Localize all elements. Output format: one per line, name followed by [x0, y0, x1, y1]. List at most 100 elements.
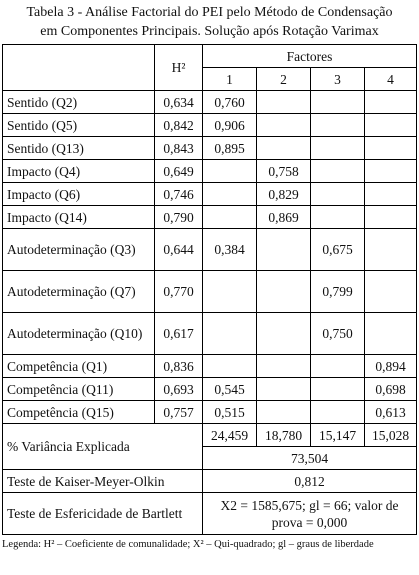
- table-row: Teste de Esfericidade de Bartlett X2 = 15…: [2, 492, 418, 535]
- loading-cell: [310, 90, 365, 114]
- row-label: Competência (Q15): [2, 400, 155, 424]
- loading-cell: [256, 136, 311, 160]
- header-factors: Factores: [201, 44, 418, 68]
- table-row: Autodeterminação (Q3) 0,644 0,384 0,675: [2, 228, 418, 271]
- variance-label: % Variância Explicada: [2, 423, 203, 470]
- loading-cell: [363, 113, 418, 137]
- loading-cell: 0,799: [310, 270, 365, 313]
- row-label: Competência (Q1): [2, 354, 155, 378]
- table-row: Sentido (Q13) 0,843 0,895: [2, 136, 418, 160]
- header-factor: 3: [310, 67, 365, 91]
- loading-cell: [256, 270, 311, 313]
- row-label: Sentido (Q5): [2, 113, 155, 137]
- title: Tabela 3 - Análise Factorial do PEI pelo…: [0, 0, 419, 41]
- table-row: Competência (Q1) 0,836 0,894: [2, 354, 418, 378]
- loading-cell: 0,760: [202, 90, 257, 114]
- loading-cell: [310, 205, 365, 229]
- variance-cell: 18,780: [256, 423, 311, 447]
- loading-cell: 0,545: [202, 377, 257, 401]
- loading-cell: 0,515: [202, 400, 257, 424]
- corner-cell: [2, 44, 155, 91]
- loading-cell: [202, 159, 257, 183]
- legend: Legenda: H² – Coeficiente de comunalidad…: [2, 539, 374, 550]
- loading-cell: [363, 159, 418, 183]
- loading-cell: [310, 113, 365, 137]
- h2-cell: 0,746: [154, 182, 203, 206]
- h2-cell: 0,649: [154, 159, 203, 183]
- loading-cell: [256, 354, 311, 378]
- loading-cell: [363, 228, 418, 271]
- table-row: Competência (Q11) 0,693 0,545 0,698: [2, 377, 418, 401]
- loading-cell: [310, 182, 365, 206]
- loading-cell: [256, 90, 311, 114]
- row-label: Impacto (Q4): [2, 159, 155, 183]
- row-label: Sentido (Q13): [2, 136, 155, 160]
- table: H² Factores 1 2 3 4 Sentido (Q2) 0,634 0,760 Sent…: [2, 44, 418, 535]
- loading-cell: 0,869: [256, 205, 311, 229]
- bartlett-value: X2 = 1585,675; gl = 66; valor de prova =…: [201, 492, 418, 535]
- loading-cell: 0,895: [202, 136, 257, 160]
- table-row: Teste de Kaiser-Meyer-Olkin 0,812: [2, 469, 418, 493]
- loading-cell: 0,894: [363, 354, 418, 378]
- loading-cell: [202, 205, 257, 229]
- table-row: 73,504: [3, 446, 418, 470]
- row-label: Sentido (Q2): [2, 90, 155, 114]
- header-factor: 2: [256, 67, 311, 91]
- loading-cell: [202, 312, 257, 355]
- loading-cell: 0,758: [256, 159, 311, 183]
- loading-cell: [363, 90, 418, 114]
- table-row: Sentido (Q2) 0,634 0,760: [2, 90, 418, 114]
- loading-cell: [363, 312, 418, 355]
- loading-cell: [310, 159, 365, 183]
- h2-cell: 0,836: [154, 354, 203, 378]
- kmo-value: 0,812: [201, 469, 418, 493]
- loading-cell: [310, 136, 365, 160]
- loading-cell: 0,750: [310, 312, 365, 355]
- h2-cell: 0,644: [154, 228, 203, 271]
- loading-cell: [363, 136, 418, 160]
- table-row: Autodeterminação (Q10) 0,617 0,750: [2, 312, 418, 355]
- header-h2: H²: [154, 44, 203, 91]
- header-factor: 4: [363, 67, 418, 91]
- row-label: Competência (Q11): [2, 377, 155, 401]
- variance-cell: 15,028: [363, 423, 418, 447]
- loading-cell: 0,613: [363, 400, 418, 424]
- loading-cell: [202, 354, 257, 378]
- h2-cell: 0,770: [154, 270, 203, 313]
- row-label: Impacto (Q6): [2, 182, 155, 206]
- h2-cell: 0,843: [154, 136, 203, 160]
- table-row: Autodeterminação (Q7) 0,770 0,799: [2, 270, 418, 313]
- loading-cell: [363, 182, 418, 206]
- table-row: Impacto (Q6) 0,746 0,829: [2, 182, 418, 206]
- loading-cell: [363, 205, 418, 229]
- h2-cell: 0,842: [154, 113, 203, 137]
- table-row: H² Factores: [2, 44, 418, 91]
- kmo-label: Teste de Kaiser-Meyer-Olkin: [2, 469, 203, 493]
- loading-cell: 0,384: [202, 228, 257, 271]
- loading-cell: [256, 377, 311, 401]
- loading-cell: 0,675: [310, 228, 365, 271]
- table-row: Impacto (Q4) 0,649 0,758: [2, 159, 418, 183]
- table-row: % Variância Explicada 24,459 18,780 15,147 1…: [2, 423, 418, 470]
- title-line: em Componentes Principais. Solução após …: [40, 24, 379, 39]
- row-label: Autodeterminação (Q3): [2, 228, 155, 271]
- loading-cell: [202, 270, 257, 313]
- h2-cell: 0,617: [154, 312, 203, 355]
- variance-cell: 24,459: [202, 423, 257, 447]
- variance-total: 73,504: [201, 446, 418, 470]
- h2-cell: 0,757: [154, 400, 203, 424]
- variance-cell: 15,147: [310, 423, 365, 447]
- title-line: Tabela 3 - Análise Factorial do PEI pelo…: [26, 5, 393, 20]
- loading-cell: 0,829: [256, 182, 311, 206]
- loading-cell: 0,906: [202, 113, 257, 137]
- h2-cell: 0,790: [154, 205, 203, 229]
- table-row: Impacto (Q14) 0,790 0,869: [2, 205, 418, 229]
- table-row: Sentido (Q5) 0,842 0,906: [2, 113, 418, 137]
- loading-cell: [256, 113, 311, 137]
- loading-cell: [310, 354, 365, 378]
- bartlett-label: Teste de Esfericidade de Bartlett: [2, 492, 203, 535]
- loading-cell: [310, 400, 365, 424]
- loading-cell: 0,698: [363, 377, 418, 401]
